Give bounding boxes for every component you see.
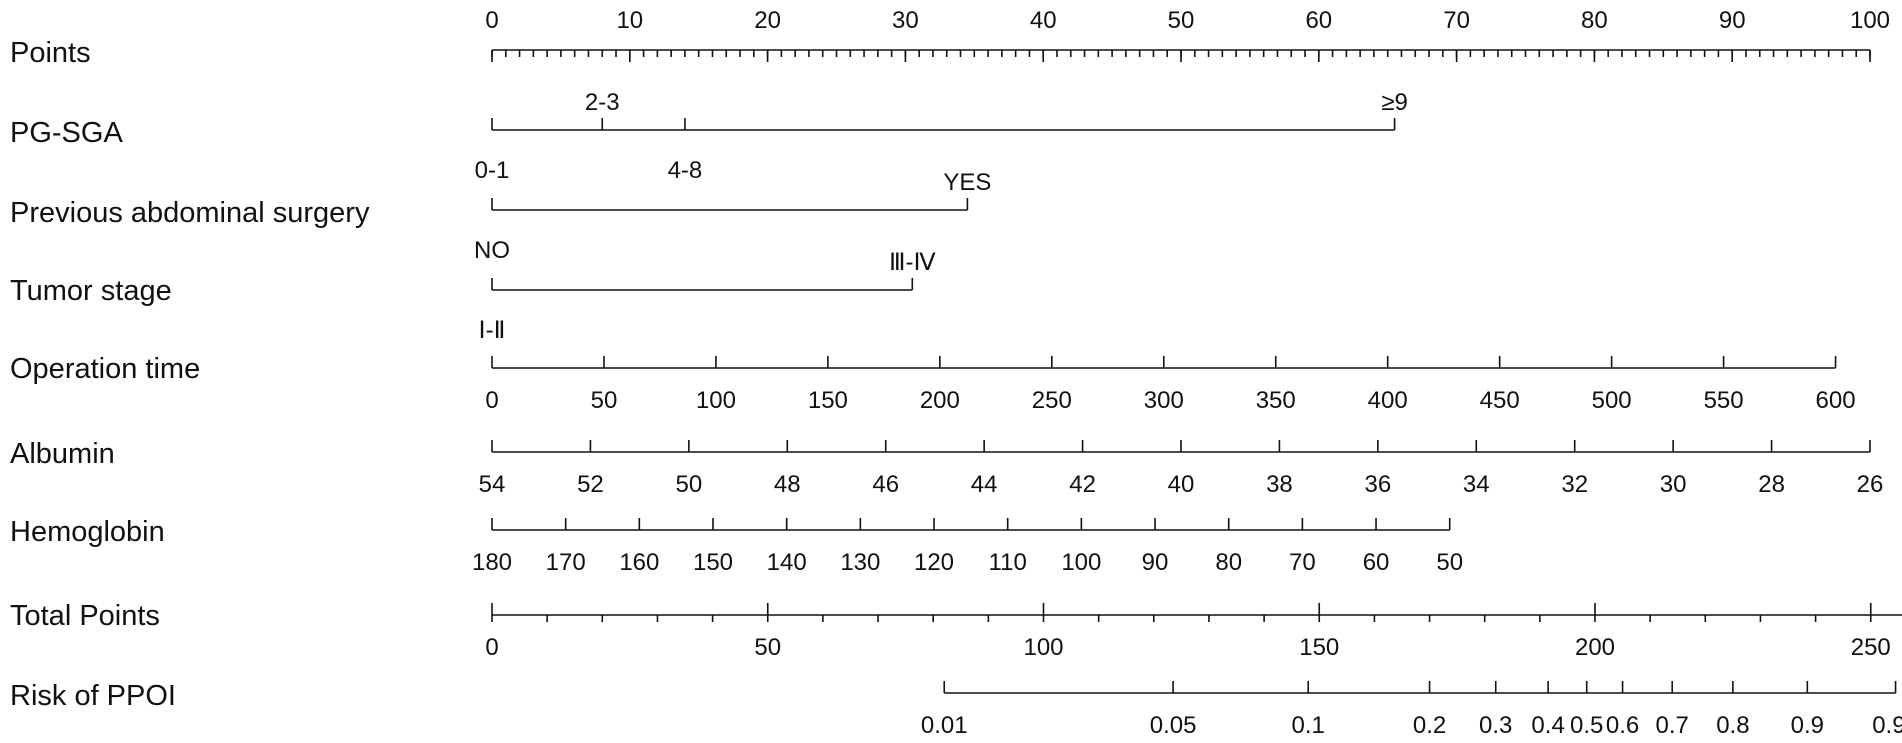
tick-label-albumin: 26 <box>1857 471 1884 498</box>
tick-label-hemoglobin: 130 <box>840 549 880 576</box>
row-label-abdominal_surgery: Previous abdominal surgery <box>10 197 370 229</box>
row-label-hemoglobin: Hemoglobin <box>10 516 165 548</box>
tick-label-risk: 0.2 <box>1413 712 1446 739</box>
category-label-pg_sga: 2-3 <box>585 89 620 116</box>
tick-label-points: 90 <box>1719 7 1746 34</box>
row-label-total_points: Total Points <box>10 600 160 632</box>
tick-label-risk: 0.3 <box>1479 712 1512 739</box>
tick-label-operation_time: 450 <box>1480 387 1520 414</box>
tick-label-albumin: 34 <box>1463 471 1490 498</box>
tick-label-points: 30 <box>892 7 919 34</box>
tick-label-hemoglobin: 60 <box>1363 549 1390 576</box>
tick-label-operation_time: 100 <box>696 387 736 414</box>
tick-label-hemoglobin: 110 <box>989 549 1027 576</box>
tick-label-albumin: 32 <box>1561 471 1588 498</box>
tick-label-total_points: 0 <box>485 634 498 661</box>
tick-label-points: 40 <box>1030 7 1057 34</box>
tick-label-points: 50 <box>1168 7 1195 34</box>
tick-label-total_points: 200 <box>1575 634 1615 661</box>
tick-label-points: 80 <box>1581 7 1608 34</box>
row-label-operation_time: Operation time <box>10 353 200 385</box>
category-label-abdominal_surgery: NO <box>474 237 510 264</box>
tick-label-hemoglobin: 170 <box>546 549 586 576</box>
tick-label-operation_time: 600 <box>1816 387 1856 414</box>
row-label-albumin: Albumin <box>10 438 115 470</box>
tick-label-risk: 0.95 <box>1872 712 1902 739</box>
tick-label-operation_time: 150 <box>808 387 848 414</box>
tick-label-operation_time: 300 <box>1144 387 1184 414</box>
tick-label-points: 100 <box>1850 7 1890 34</box>
category-label-tumor_stage: Ⅲ-Ⅳ <box>889 249 936 276</box>
tick-label-risk: 0.05 <box>1150 712 1197 739</box>
tick-label-albumin: 50 <box>676 471 703 498</box>
row-label-risk: Risk of PPOI <box>10 680 176 712</box>
tick-label-operation_time: 50 <box>591 387 618 414</box>
category-label-tumor_stage: Ⅰ-Ⅱ <box>479 317 506 344</box>
tick-label-hemoglobin: 70 <box>1289 549 1316 576</box>
tick-label-albumin: 54 <box>479 471 506 498</box>
tick-label-total_points: 50 <box>754 634 781 661</box>
tick-label-points: 10 <box>616 7 643 34</box>
tick-label-hemoglobin: 50 <box>1436 549 1463 576</box>
tick-label-albumin: 36 <box>1365 471 1392 498</box>
tick-label-operation_time: 0 <box>485 387 498 414</box>
tick-label-operation_time: 550 <box>1704 387 1744 414</box>
tick-label-operation_time: 250 <box>1032 387 1072 414</box>
tick-label-hemoglobin: 120 <box>914 549 954 576</box>
tick-label-points: 20 <box>754 7 781 34</box>
tick-label-albumin: 46 <box>872 471 899 498</box>
category-label-pg_sga: ≥9 <box>1381 89 1408 116</box>
tick-label-albumin: 42 <box>1069 471 1096 498</box>
category-label-pg_sga: 0-1 <box>475 157 510 184</box>
tick-label-albumin: 48 <box>774 471 801 498</box>
tick-label-hemoglobin: 150 <box>693 549 733 576</box>
tick-label-hemoglobin: 100 <box>1061 549 1101 576</box>
tick-label-operation_time: 500 <box>1592 387 1632 414</box>
tick-label-hemoglobin: 180 <box>472 549 512 576</box>
tick-label-risk: 0.8 <box>1716 712 1749 739</box>
tick-label-risk: 0.9 <box>1791 712 1824 739</box>
tick-label-operation_time: 200 <box>920 387 960 414</box>
tick-label-risk: 0.01 <box>921 712 968 739</box>
tick-label-risk: 0.7 <box>1656 712 1689 739</box>
tick-label-albumin: 38 <box>1266 471 1293 498</box>
tick-label-points: 60 <box>1305 7 1332 34</box>
tick-label-total_points: 150 <box>1299 634 1339 661</box>
tick-label-risk: 0.4 <box>1531 712 1564 739</box>
tick-label-albumin: 52 <box>577 471 604 498</box>
category-label-pg_sga: 4-8 <box>668 157 703 184</box>
row-label-pg_sga: PG-SGA <box>10 117 123 149</box>
tick-label-points: 70 <box>1443 7 1470 34</box>
row-label-tumor_stage: Tumor stage <box>10 275 172 307</box>
tick-label-albumin: 28 <box>1758 471 1785 498</box>
tick-label-hemoglobin: 80 <box>1215 549 1242 576</box>
tick-label-albumin: 30 <box>1660 471 1687 498</box>
tick-label-risk: 0.1 <box>1292 712 1325 739</box>
tick-label-operation_time: 400 <box>1368 387 1408 414</box>
tick-label-hemoglobin: 90 <box>1142 549 1169 576</box>
category-label-abdominal_surgery: YES <box>943 169 991 196</box>
tick-label-risk: 0.5 <box>1570 712 1603 739</box>
row-label-points: Points <box>10 37 91 69</box>
tick-label-points: 0 <box>485 7 498 34</box>
tick-label-hemoglobin: 140 <box>767 549 807 576</box>
tick-label-albumin: 40 <box>1168 471 1195 498</box>
tick-label-total_points: 100 <box>1023 634 1063 661</box>
tick-label-hemoglobin: 160 <box>619 549 659 576</box>
tick-label-operation_time: 350 <box>1256 387 1296 414</box>
tick-label-risk: 0.6 <box>1606 712 1639 739</box>
tick-label-albumin: 44 <box>971 471 998 498</box>
tick-label-total_points: 250 <box>1851 634 1891 661</box>
